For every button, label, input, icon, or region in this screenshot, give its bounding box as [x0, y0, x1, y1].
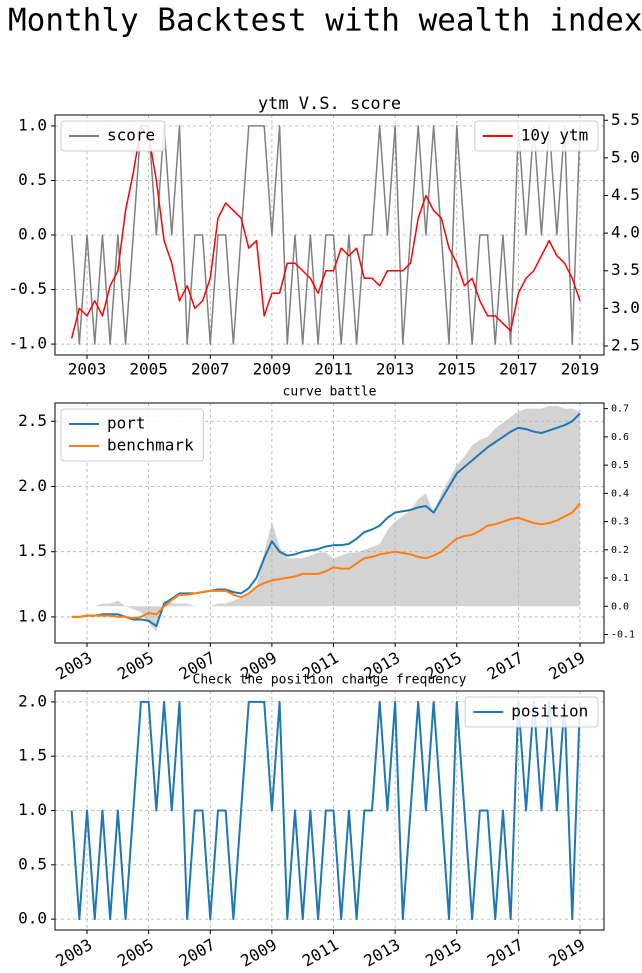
legend-box — [60, 120, 166, 152]
figure-title: Monthly Backtest with wealth index — [8, 3, 642, 39]
y-tick-label: -1.0 — [8, 334, 47, 353]
y-tick-label: 1.0 — [18, 800, 47, 819]
y2-tick-label: -0.1 — [611, 630, 635, 641]
y2-tick-label: 0.7 — [611, 404, 629, 415]
legend-label: position — [511, 702, 588, 721]
series-line — [70, 125, 581, 345]
chart-title: curve battle — [283, 385, 377, 400]
y-tick-label: 1.0 — [18, 606, 47, 625]
y-tick-label: 0.0 — [18, 909, 47, 928]
x-tick-label: 2017 — [499, 360, 538, 379]
y2-tick-label: 0.3 — [611, 517, 629, 528]
series-line — [70, 127, 581, 339]
series-line — [71, 412, 581, 628]
y2-tick-label: 3.0 — [611, 298, 640, 317]
plot-frame — [54, 402, 605, 644]
legend-label: port — [107, 414, 146, 433]
chart-title: ytm V.S. score — [258, 94, 401, 114]
y-tick-label: 2.0 — [18, 476, 47, 495]
legend-label: 10y ytm — [521, 126, 588, 145]
y2-tick-label: 0.5 — [611, 460, 629, 471]
x-tick-label: 2011 — [314, 360, 353, 379]
y-tick-label: 1.0 — [18, 115, 47, 134]
y2-tick-label: 5.5 — [611, 110, 640, 129]
y-tick-label: 0.5 — [18, 854, 47, 873]
series-line — [71, 502, 581, 620]
plot-frame — [54, 114, 605, 356]
plot-frame — [54, 690, 605, 931]
area — [71, 405, 580, 632]
legend-box — [464, 696, 599, 728]
y-tick-label: 1.5 — [18, 746, 47, 765]
legend-label: score — [107, 126, 155, 145]
x-tick-label: 2015 — [437, 360, 476, 379]
y2-tick-label: 3.5 — [611, 260, 640, 279]
y2-tick-label: 0.1 — [611, 573, 629, 584]
y-tick-label: 0.0 — [18, 225, 47, 244]
x-tick-label: 2013 — [376, 360, 415, 379]
y2-tick-label: 2.5 — [611, 335, 640, 354]
y-tick-label: 1.5 — [18, 541, 47, 560]
y2-tick-label: 5.0 — [611, 147, 640, 166]
y2-tick-label: 0.2 — [611, 545, 629, 556]
x-tick-label: 2019 — [561, 360, 600, 379]
y-tick-label: 0.5 — [18, 170, 47, 189]
y2-tick-label: 0.4 — [611, 488, 629, 499]
x-tick-label: 2005 — [129, 360, 168, 379]
y-tick-label: 2.5 — [18, 411, 47, 430]
series-line — [70, 700, 581, 921]
y2-tick-label: 4.0 — [611, 223, 640, 242]
x-tick-label: 2003 — [68, 360, 107, 379]
legend-box — [60, 408, 204, 462]
x-tick-label: 2007 — [191, 360, 230, 379]
y2-tick-label: 4.5 — [611, 185, 640, 204]
y2-tick-label: 0.0 — [611, 601, 629, 612]
y2-tick-label: 0.6 — [611, 432, 629, 443]
legend-label: benchmark — [107, 436, 194, 455]
legend-box — [474, 120, 599, 152]
chart-title: Check the position change frequency — [193, 673, 467, 688]
y-tick-label: 2.0 — [18, 691, 47, 710]
x-tick-label: 2009 — [253, 360, 292, 379]
y-tick-label: -0.5 — [8, 279, 47, 298]
